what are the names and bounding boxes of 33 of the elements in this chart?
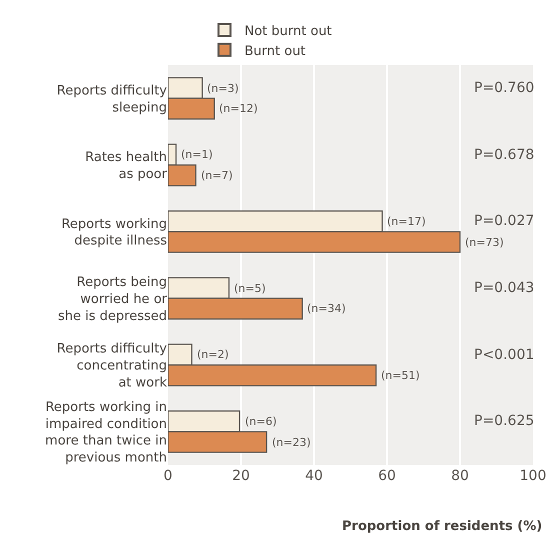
x-tick-label: 0 (164, 468, 172, 484)
y-tick-label: Reports working despite illness (61, 216, 168, 249)
annotation: P=0.760 (474, 80, 534, 96)
annotation: (n=17) (387, 215, 426, 228)
x-tick-label: 20 (232, 468, 250, 484)
annotation: (n=5) (234, 282, 266, 295)
annotation: (n=51) (381, 369, 420, 382)
annotation: (n=12) (219, 102, 258, 115)
annotation: (n=23) (272, 436, 311, 449)
annotation: P=0.043 (474, 280, 534, 296)
annotation: (n=6) (245, 415, 277, 428)
x-axis-title: Proportion of residents (%) (342, 519, 542, 534)
x-tick-label: 80 (451, 468, 469, 484)
annotation: (n=3) (207, 82, 239, 95)
annotation: (n=1) (181, 148, 213, 161)
annotation: P=0.027 (474, 213, 534, 229)
y-tick-label: Reports difficulty sleeping (56, 83, 168, 116)
y-tick-label: Reports difficulty concentrating at work (56, 342, 168, 390)
annotation: (n=73) (465, 236, 504, 249)
annotation: (n=34) (307, 302, 346, 315)
x-tick-label: 60 (378, 468, 396, 484)
y-tick-label: Reports being worried he or she is depressed (58, 274, 168, 324)
annotation: P=0.625 (474, 413, 534, 429)
legend-label: Burnt out (244, 44, 306, 59)
annotation: (n=2) (197, 348, 229, 361)
annotation: P<0.001 (474, 347, 534, 363)
x-tick-label: 100 (520, 468, 546, 484)
annotation: P=0.678 (474, 147, 534, 163)
x-tick-label: 40 (305, 468, 323, 484)
y-tick-label: Rates health as poor (85, 150, 168, 182)
legend-label: Not burnt out (244, 24, 332, 40)
y-tick-label: Reports working in impaired condition more than twice in previous month (45, 400, 167, 466)
annotation: (n=7) (201, 169, 233, 182)
